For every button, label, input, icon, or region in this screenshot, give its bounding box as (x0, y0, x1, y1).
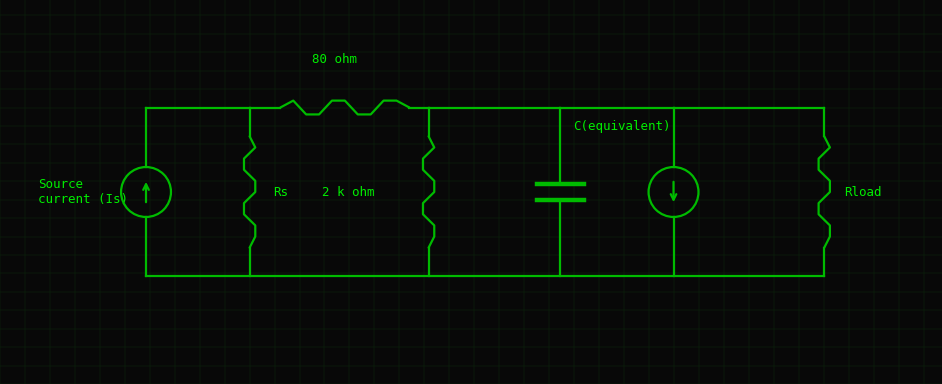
Text: Source
current (Is): Source current (Is) (38, 178, 128, 206)
Text: Rload: Rload (844, 185, 882, 199)
Text: 2 k ohm: 2 k ohm (322, 185, 375, 199)
Text: Rs: Rs (273, 185, 288, 199)
Text: C(equivalent): C(equivalent) (573, 120, 671, 133)
Text: 80 ohm: 80 ohm (312, 53, 357, 66)
